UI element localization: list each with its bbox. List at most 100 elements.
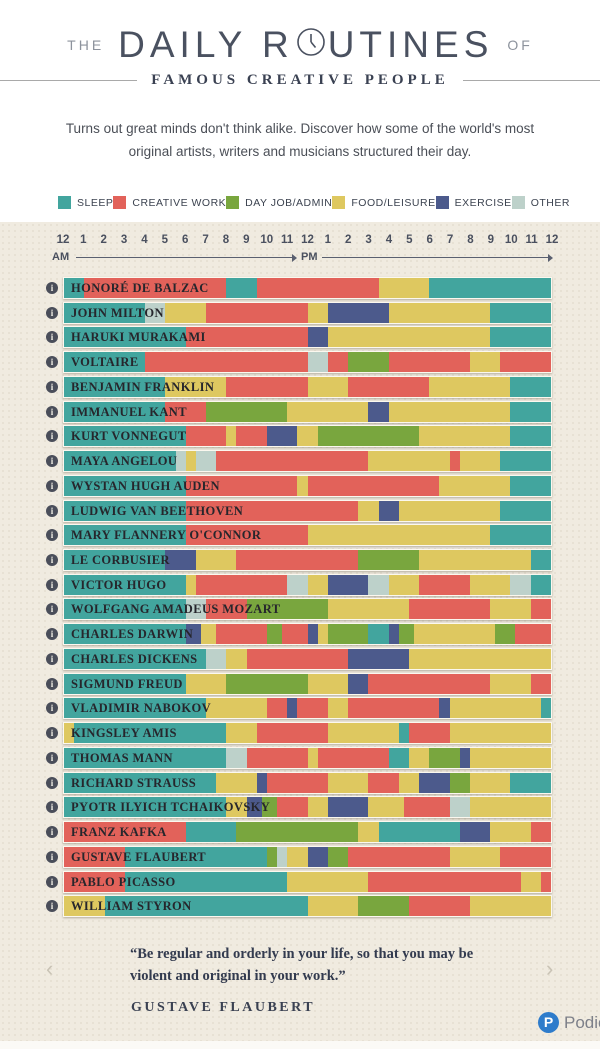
segment-creative xyxy=(327,352,349,373)
routine-bar[interactable]: PABLO PICASSO xyxy=(63,870,552,893)
segment-food xyxy=(307,896,359,917)
segment-food xyxy=(449,698,542,719)
segment-food xyxy=(226,797,247,818)
table-row: i VICTOR HUGO xyxy=(0,573,600,596)
routine-bar[interactable]: CHARLES DICKENS xyxy=(63,647,552,670)
next-arrow[interactable]: › xyxy=(546,956,554,981)
info-icon[interactable]: i xyxy=(46,578,58,591)
routine-bar[interactable]: LE CORBUSIER xyxy=(63,549,552,572)
info-icon[interactable]: i xyxy=(46,405,58,418)
info-icon[interactable]: i xyxy=(46,628,58,641)
routine-bar[interactable]: GUSTAVE FLAUBERT xyxy=(63,845,552,868)
info-icon[interactable]: i xyxy=(46,529,58,542)
axis-pm-label: PM xyxy=(301,251,318,263)
routine-bar[interactable]: FRANZ KAFKA xyxy=(63,821,552,844)
info-icon[interactable]: i xyxy=(46,850,58,863)
segment-sleep xyxy=(74,723,227,744)
segment-dayjob xyxy=(266,624,283,645)
segment-other xyxy=(277,846,288,867)
info-icon[interactable]: i xyxy=(46,455,58,468)
segment-exercise xyxy=(378,500,400,521)
segment-sleep xyxy=(64,500,186,521)
segment-food xyxy=(368,451,450,472)
routine-bar[interactable]: VLADIMIR NABOKOV xyxy=(63,697,552,720)
routine-bar[interactable]: MARY FLANNERY O'CONNOR xyxy=(63,524,552,547)
segment-exercise xyxy=(459,822,491,843)
routine-bar[interactable]: WYSTAN HUGH AUDEN xyxy=(63,474,552,497)
segment-creative xyxy=(388,352,471,373)
segment-exercise xyxy=(246,797,263,818)
info-icon[interactable]: i xyxy=(46,751,58,764)
routine-bar[interactable]: WOLFGANG AMADEUS MOZART xyxy=(63,598,552,621)
quote-attribution: GUSTAVE FLAUBERT xyxy=(131,1000,316,1015)
info-icon[interactable]: i xyxy=(46,652,58,665)
segment-food xyxy=(398,772,420,793)
segment-creative xyxy=(206,302,308,323)
routine-bar[interactable]: KINGSLEY AMIS xyxy=(63,722,552,745)
table-row: i CHARLES DICKENS xyxy=(0,647,600,670)
routine-bar[interactable]: PYOTR ILYICH TCHAIKOVSKY xyxy=(63,796,552,819)
info-icon[interactable]: i xyxy=(46,677,58,690)
info-icon[interactable]: i xyxy=(46,430,58,443)
segment-food xyxy=(185,574,197,595)
info-icon[interactable]: i xyxy=(46,801,58,814)
segment-food xyxy=(388,574,420,595)
podio-logo[interactable]: P Podio xyxy=(538,1012,600,1033)
routine-bar[interactable]: VOLTAIRE xyxy=(63,351,552,374)
routine-bar[interactable]: IMMANUEL KANT xyxy=(63,400,552,423)
routine-bar[interactable]: RICHARD STRAUSS xyxy=(63,771,552,794)
segment-exercise xyxy=(185,624,202,645)
routine-bar[interactable]: KURT VONNEGUT xyxy=(63,425,552,448)
segment-creative xyxy=(540,871,552,892)
routine-bar[interactable]: JOHN MILTON xyxy=(63,301,552,324)
info-icon[interactable]: i xyxy=(46,900,58,913)
segment-sleep xyxy=(64,327,186,348)
segment-food xyxy=(368,797,405,818)
segment-creative xyxy=(64,822,186,843)
info-icon[interactable]: i xyxy=(46,702,58,715)
segment-creative xyxy=(185,500,359,521)
info-icon[interactable]: i xyxy=(46,380,58,393)
segment-food xyxy=(307,797,329,818)
routine-bar[interactable]: VICTOR HUGO xyxy=(63,573,552,596)
segment-food xyxy=(185,673,227,694)
segment-exercise xyxy=(348,673,369,694)
routine-bar[interactable]: CHARLES DARWIN xyxy=(63,623,552,646)
info-icon[interactable]: i xyxy=(46,306,58,319)
info-icon[interactable]: i xyxy=(46,554,58,567)
segment-dayjob xyxy=(398,624,415,645)
routine-bar[interactable]: WILLIAM STYRON xyxy=(63,895,552,918)
person-name: LUDWIG VAN BEETHOVEN xyxy=(71,503,244,518)
routine-bar[interactable]: LUDWIG VAN BEETHOVEN xyxy=(63,499,552,522)
segment-exercise xyxy=(307,327,329,348)
segment-food xyxy=(297,426,318,447)
segment-creative xyxy=(317,747,389,768)
band-rule-left xyxy=(0,80,138,81)
info-icon[interactable]: i xyxy=(46,479,58,492)
prev-arrow[interactable]: ‹ xyxy=(46,956,54,981)
info-icon[interactable]: i xyxy=(46,356,58,369)
info-icon[interactable]: i xyxy=(46,282,58,294)
segment-food xyxy=(297,475,308,496)
info-icon[interactable]: i xyxy=(46,826,58,839)
segment-creative xyxy=(246,648,349,669)
segment-sleep xyxy=(64,797,227,818)
routine-bar[interactable]: SIGMUND FREUD xyxy=(63,672,552,695)
info-icon[interactable]: i xyxy=(46,504,58,517)
info-icon[interactable]: i xyxy=(46,727,58,740)
segment-exercise xyxy=(266,426,298,447)
person-name: JOHN MILTON xyxy=(71,305,164,320)
axis-tick-3: 3 xyxy=(120,234,128,246)
routine-bar[interactable]: HARUKI MURAKAMI xyxy=(63,326,552,349)
routine-bar[interactable]: BENJAMIN FRANKLIN xyxy=(63,375,552,398)
routine-bar[interactable]: HONORÉ DE BALZAC xyxy=(63,277,552,299)
info-icon[interactable]: i xyxy=(46,331,58,344)
info-icon[interactable]: i xyxy=(46,875,58,888)
info-icon[interactable]: i xyxy=(46,603,58,616)
info-icon[interactable]: i xyxy=(46,776,58,789)
segment-creative xyxy=(449,451,460,472)
routine-bar[interactable]: THOMAS MANN xyxy=(63,746,552,769)
routine-bar[interactable]: MAYA ANGELOU xyxy=(63,450,552,473)
segment-food xyxy=(459,451,501,472)
